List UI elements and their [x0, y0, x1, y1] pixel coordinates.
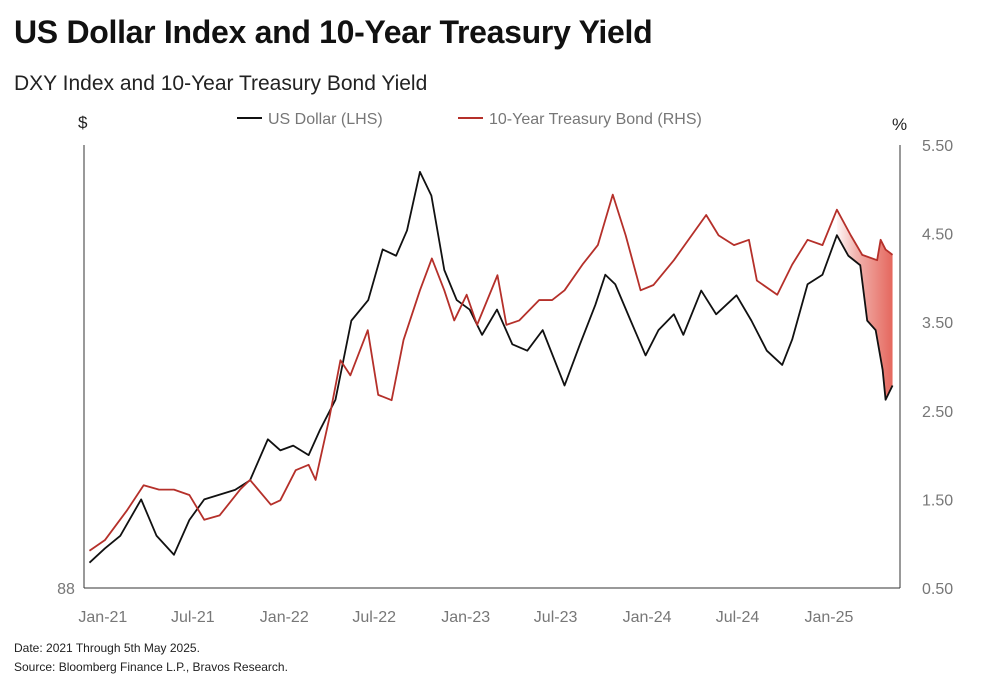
- left-axis-unit: $: [78, 113, 88, 132]
- treasury-yield-line: [88, 193, 894, 552]
- chart-subtitle: DXY Index and 10-Year Treasury Bond Yiel…: [14, 72, 428, 95]
- x-axis-tick-label: Jul-22: [352, 609, 396, 626]
- right-axis-tick-label: 3.50: [922, 315, 953, 332]
- x-axis-tick-label: Jul-21: [171, 609, 215, 626]
- right-axis-tick-label: 2.50: [922, 404, 953, 421]
- right-axis-tick-label: 1.50: [922, 492, 953, 509]
- right-axis-tick-label: 5.50: [922, 138, 953, 155]
- legend: US Dollar (LHS) 10-Year Treasury Bond (R…: [237, 111, 702, 128]
- x-axis-tick-label: Jul-23: [534, 609, 578, 626]
- legend-label-treasury: 10-Year Treasury Bond (RHS): [489, 111, 702, 128]
- x-axis-tick-label: Jan-21: [78, 609, 127, 626]
- x-axis-tick-label: Jan-22: [260, 609, 309, 626]
- right-axis-unit: %: [892, 115, 907, 134]
- right-axis-tick-label: 0.50: [922, 581, 953, 598]
- footer-source: Source: Bloomberg Finance L.P., Bravos R…: [14, 660, 288, 674]
- x-axis-tick-label: Jan-24: [623, 609, 672, 626]
- x-axis-tick-label: Jan-25: [804, 609, 853, 626]
- footer-date-note: Date: 2021 Through 5th May 2025.: [14, 641, 200, 655]
- x-axis-tick-label: Jan-23: [441, 609, 490, 626]
- left-axis-tick-label: 88: [57, 581, 75, 598]
- right-axis-tick-label: 4.50: [922, 227, 953, 244]
- legend-label-us-dollar: US Dollar (LHS): [268, 111, 383, 128]
- page-title: US Dollar Index and 10-Year Treasury Yie…: [14, 14, 653, 50]
- us-dollar-line: [88, 170, 894, 564]
- x-axis-tick-label: Jul-24: [716, 609, 760, 626]
